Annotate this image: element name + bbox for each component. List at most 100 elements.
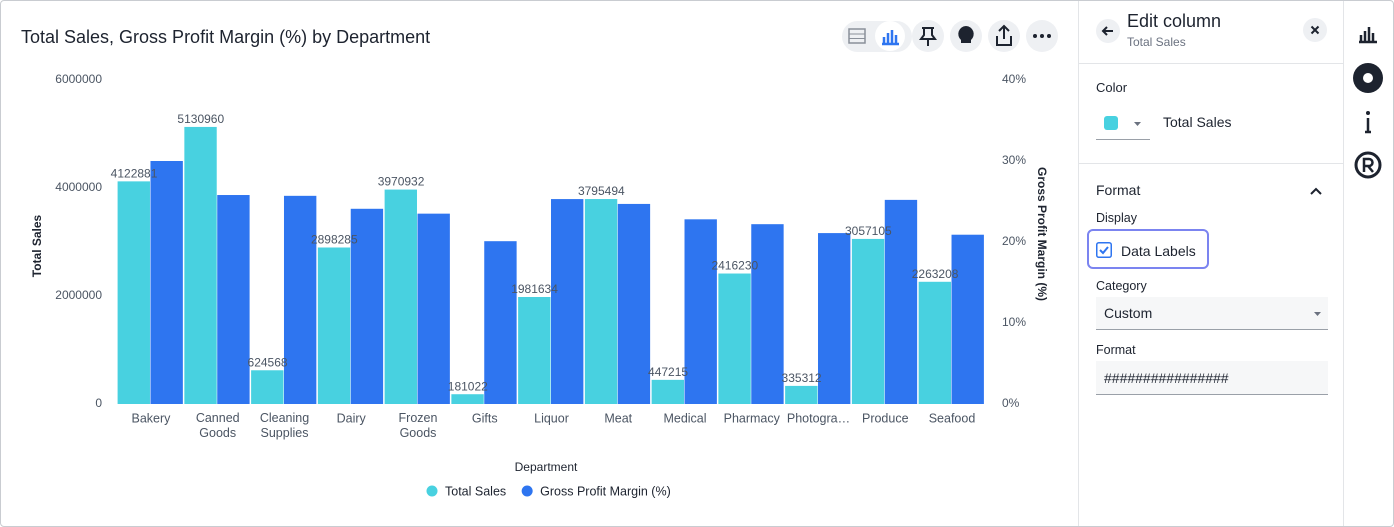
color-label: Color	[1096, 80, 1128, 95]
x-tick-label: Meat	[604, 411, 632, 425]
dot	[1033, 34, 1037, 38]
checkbox-focus[interactable]: Data Labels	[1087, 229, 1209, 269]
data-label: 335312	[782, 371, 822, 385]
bar	[951, 234, 984, 404]
dot	[1040, 34, 1044, 38]
y2-tick-label: 0%	[1002, 396, 1020, 410]
bar	[451, 394, 484, 404]
r-icon[interactable]	[1354, 151, 1382, 179]
bar	[584, 199, 618, 404]
data-label: 2898285	[311, 233, 358, 247]
bar	[484, 241, 517, 404]
x-tick-label: Gifts	[472, 411, 498, 425]
color-swatch	[1104, 116, 1118, 130]
legend-swatch	[521, 485, 533, 497]
y-axis-title: Total Sales	[30, 214, 44, 277]
data-label: 2416230	[711, 259, 758, 273]
bar	[551, 199, 584, 404]
y2-tick-label: 10%	[1002, 315, 1026, 329]
bar	[851, 238, 885, 404]
bar	[884, 199, 918, 404]
data-label: 181022	[448, 379, 488, 393]
data-label: 624568	[248, 355, 288, 369]
toolbar	[842, 20, 1058, 52]
chart-icon	[882, 30, 899, 46]
y2-tick-label: 20%	[1002, 234, 1026, 248]
x-tick-label: Produce	[862, 411, 909, 425]
bar	[150, 161, 183, 404]
category-label: Category	[1096, 279, 1147, 293]
display-label: Display	[1096, 211, 1137, 225]
x-tick-label: Cleaning Supplies	[260, 411, 309, 440]
data-label: 3970932	[378, 175, 425, 189]
divider	[1079, 163, 1343, 164]
chart-title: Total Sales, Gross Profit Margin (%) by …	[21, 27, 430, 47]
checkbox[interactable]	[1096, 242, 1112, 258]
rail-icons	[1353, 27, 1383, 179]
category-select[interactable]: Custom	[1096, 297, 1328, 330]
bar	[117, 181, 150, 404]
bar	[251, 370, 284, 404]
back-button[interactable]	[1096, 19, 1120, 43]
bar	[317, 247, 351, 404]
x-tick-label: Bakery	[132, 411, 172, 425]
bar	[384, 189, 417, 404]
dropdown-caret	[1134, 122, 1141, 126]
info-dot	[1366, 111, 1370, 115]
color-series: Total Sales	[1163, 114, 1232, 130]
collapse-caret[interactable]	[1310, 187, 1322, 195]
format-title: Format	[1096, 182, 1141, 198]
divider	[1079, 63, 1343, 64]
x-tick-label: Seafood	[929, 411, 976, 425]
bar	[785, 385, 818, 404]
r-letter	[1362, 157, 1374, 173]
y-tick-label: 2000000	[55, 288, 102, 302]
x-tick-label: Pharmacy	[724, 411, 781, 425]
bar	[417, 213, 450, 404]
pin-button[interactable]	[912, 20, 944, 52]
legend-label: Gross Profit Margin (%)	[540, 484, 671, 498]
y-tick-label: 4000000	[55, 180, 102, 194]
dot	[1047, 34, 1051, 38]
x-tick-label: Frozen Goods	[399, 411, 438, 440]
bar	[684, 219, 717, 404]
bar	[518, 296, 551, 404]
bar	[818, 233, 851, 404]
bar	[217, 195, 250, 404]
bar	[617, 203, 651, 404]
dropdown-caret	[1314, 312, 1321, 316]
close-button[interactable]	[1303, 18, 1327, 42]
bar	[751, 224, 784, 404]
y2-tick-label: 40%	[1002, 72, 1026, 86]
bulb-icon	[958, 26, 974, 43]
x-tick-label: Liquor	[534, 411, 569, 425]
x-tick-label: Canned Goods	[196, 411, 240, 440]
checkbox-label: Data Labels	[1121, 243, 1196, 259]
info-icon[interactable]	[1365, 118, 1371, 134]
side-rail	[1343, 1, 1393, 526]
chart-toggle[interactable]	[875, 21, 905, 51]
y2-axis-title: Gross Profit Margin (%)	[1035, 167, 1049, 301]
data-label: 5130960	[177, 112, 224, 126]
x-tick-label: Dairy	[337, 411, 367, 425]
chart-settings-icon[interactable]	[1359, 27, 1377, 44]
gear-hole	[1363, 73, 1373, 83]
category-value: Custom	[1104, 305, 1153, 321]
bar	[350, 208, 384, 404]
data-label: 1981634	[511, 282, 558, 296]
data-label: 4122881	[111, 167, 158, 181]
chart: Total Sales, Gross Profit Margin (%) by …	[21, 20, 1058, 498]
bar	[283, 195, 317, 404]
panel-title: Edit column	[1127, 11, 1222, 31]
share-icon	[996, 24, 1012, 46]
format-input[interactable]: ################	[1096, 361, 1328, 395]
format-label: Format	[1096, 343, 1136, 357]
data-label: 3795494	[578, 184, 625, 198]
bar	[651, 379, 685, 404]
x-tick-label: Medical	[663, 411, 706, 425]
bar	[718, 273, 751, 404]
color-picker[interactable]	[1096, 109, 1150, 140]
bar	[184, 126, 217, 404]
